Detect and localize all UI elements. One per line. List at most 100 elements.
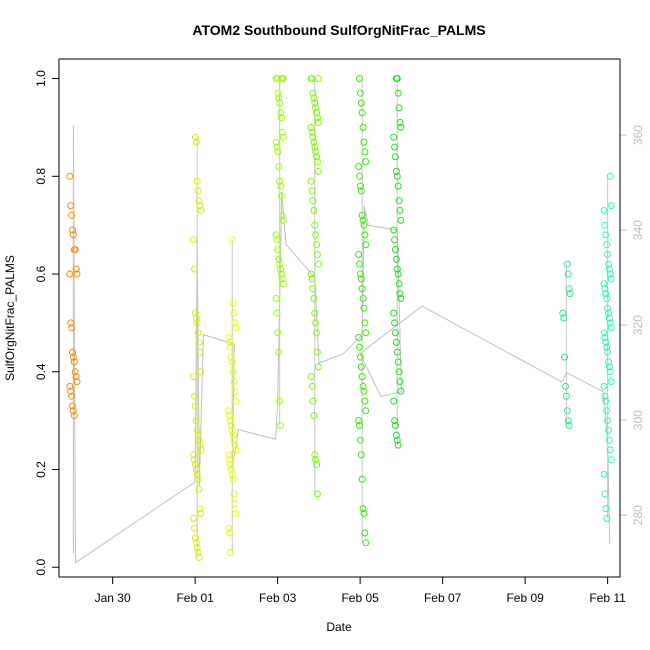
data-point (362, 241, 370, 249)
data-point (360, 510, 368, 517)
data-point (564, 417, 572, 425)
y2-tick-label: 360 (631, 125, 645, 145)
data-point (191, 265, 198, 273)
data-point (313, 114, 321, 122)
data-point (565, 422, 573, 429)
data-point (273, 143, 281, 151)
data-point (225, 524, 233, 532)
data-point (274, 246, 282, 254)
data-point (355, 251, 363, 258)
data-point (356, 182, 364, 190)
data-point (560, 314, 568, 322)
data-point (362, 329, 370, 337)
y2-tick-label: 340 (631, 220, 645, 240)
series-6 (355, 75, 370, 547)
data-point (227, 422, 235, 429)
data-point (356, 270, 364, 278)
data-point (360, 387, 368, 395)
y-tick-label: 0.0 (34, 559, 48, 576)
data-point (230, 309, 238, 317)
data-point (66, 382, 74, 390)
data-point (356, 436, 364, 444)
y2-tick-label: 300 (631, 410, 645, 430)
x-tick-label: Feb 05 (341, 591, 379, 605)
data-point (230, 378, 238, 385)
data-point (395, 368, 403, 376)
data-point (279, 280, 287, 288)
plot-frame (58, 58, 621, 578)
data-point (278, 192, 285, 200)
data-point (390, 133, 398, 141)
data-point (66, 172, 74, 180)
data-point (362, 539, 370, 547)
data-point (229, 475, 237, 483)
data-point (356, 343, 363, 351)
y-tick-label: 0.2 (34, 461, 48, 478)
data-point (397, 216, 405, 224)
data-point (191, 524, 198, 532)
data-point (313, 241, 321, 249)
data-point (391, 143, 399, 151)
data-point (394, 270, 402, 278)
data-point (191, 309, 199, 317)
series-7 (390, 75, 405, 449)
data-point (277, 265, 285, 273)
data-point (190, 514, 198, 522)
data-point (605, 363, 613, 371)
data-point (71, 246, 79, 254)
data-point (226, 529, 234, 537)
data-point (195, 436, 203, 444)
data-point (604, 417, 612, 425)
data-point (311, 143, 319, 151)
data-point (358, 475, 366, 483)
y-tick-label: 1.0 (34, 70, 48, 87)
data-point (276, 260, 284, 268)
data-point (196, 441, 204, 449)
data-point (393, 172, 401, 180)
data-point (278, 275, 286, 283)
data-point (360, 304, 368, 312)
data-point (390, 309, 398, 317)
data-point (67, 202, 75, 210)
data-point (312, 148, 320, 156)
data-point (607, 378, 615, 385)
data-point (272, 138, 280, 146)
data-point (231, 441, 239, 449)
data-point (605, 260, 612, 268)
data-point (278, 114, 285, 122)
data-point (273, 236, 281, 244)
data-point (308, 187, 316, 195)
data-point (278, 270, 285, 278)
data-point (194, 187, 202, 195)
points-layer (66, 75, 615, 561)
data-point (602, 231, 610, 239)
data-point (356, 260, 363, 268)
data-point (358, 285, 366, 293)
data-point (277, 422, 285, 429)
data-point (607, 324, 615, 332)
data-point (395, 197, 403, 205)
data-point (313, 251, 321, 258)
series-8 (559, 260, 574, 429)
data-point (601, 334, 609, 341)
data-point (70, 412, 78, 420)
data-point (192, 138, 200, 146)
data-point (358, 373, 366, 381)
data-point (195, 197, 203, 205)
data-point (231, 319, 239, 327)
data-point (392, 167, 400, 175)
data-point (279, 216, 287, 224)
data-point (313, 329, 321, 337)
data-point (277, 182, 285, 190)
data-point (600, 207, 608, 214)
data-point (606, 319, 614, 327)
data-point (311, 309, 319, 317)
data-point (605, 309, 612, 317)
data-point (361, 231, 369, 239)
y2-tick-label: 280 (631, 505, 645, 525)
data-point (314, 119, 322, 126)
data-point (392, 246, 399, 254)
data-point (229, 368, 237, 376)
data-point (68, 392, 76, 400)
